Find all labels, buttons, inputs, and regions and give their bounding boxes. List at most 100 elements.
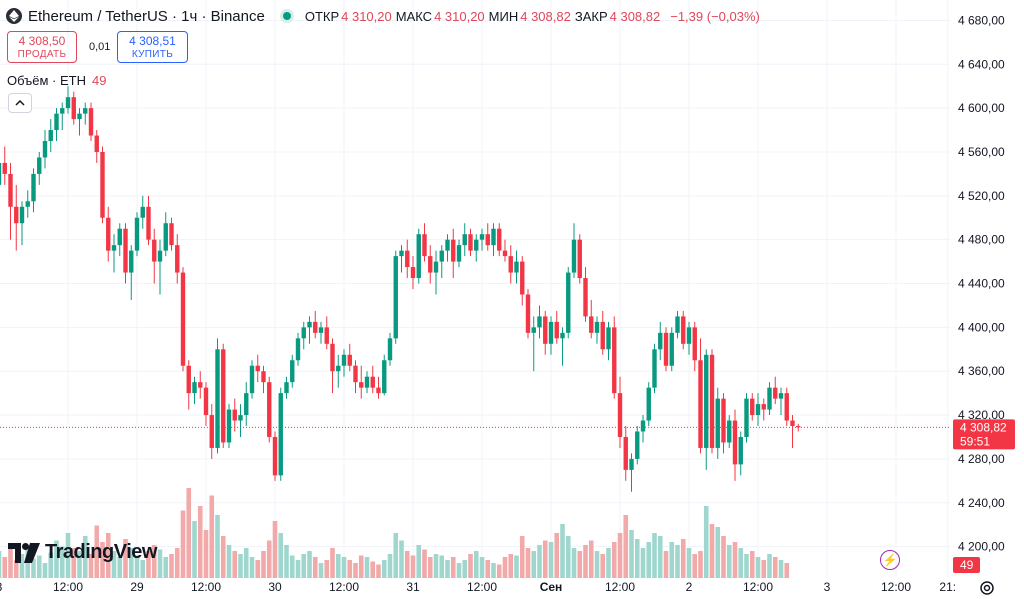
- lightning-icon[interactable]: ⚡: [880, 550, 900, 570]
- candle: [491, 223, 496, 257]
- candle-body: [111, 245, 117, 251]
- volume-bar: [261, 551, 266, 578]
- candle-body: [686, 327, 692, 344]
- volume-legend-value: 49: [91, 73, 107, 88]
- candle-body: [554, 321, 559, 339]
- volume-bar: [548, 542, 554, 578]
- x-tick-label: 2: [686, 580, 693, 594]
- candle-body: [773, 387, 778, 399]
- candle-body: [393, 256, 398, 339]
- candle-body: [146, 206, 151, 240]
- candle-body: [261, 371, 266, 383]
- candle: [226, 404, 232, 448]
- volume-bar: [174, 548, 180, 578]
- volume-bar: [692, 554, 698, 578]
- y-tick-label: 4 400,00: [958, 320, 1005, 334]
- candle: [761, 398, 766, 421]
- volume-legend[interactable]: Объём · ETH 49: [7, 73, 106, 88]
- volume-bar: [439, 555, 445, 578]
- volume-bar: [738, 548, 744, 578]
- candle-body: [422, 234, 427, 257]
- volume-bar: [163, 557, 169, 578]
- candle: [416, 228, 421, 284]
- volume-bar: [31, 558, 36, 578]
- candle-body: [692, 327, 697, 361]
- volume-bar: [100, 542, 105, 578]
- volume-bar: [715, 527, 721, 578]
- candle-body: [238, 415, 243, 421]
- candle-body: [520, 261, 525, 295]
- candle: [324, 316, 329, 350]
- x-tick-label: 12:00: [191, 580, 221, 594]
- candle-body: [456, 245, 462, 262]
- volume-bar: [381, 560, 387, 578]
- volume-bar: [249, 557, 255, 578]
- tradingview-logo[interactable]: TradingView: [8, 541, 157, 564]
- candle-body: [669, 332, 674, 366]
- candle-body: [94, 135, 99, 152]
- volume-bar: [744, 554, 749, 578]
- volume-bar: [289, 555, 295, 578]
- candle: [778, 387, 784, 416]
- volume-bar: [606, 548, 611, 578]
- collapse-legend-button[interactable]: [8, 93, 32, 113]
- volume-bar: [404, 551, 410, 578]
- candle-body: [721, 398, 726, 443]
- candle-body: [405, 250, 410, 268]
- volume-bar: [634, 539, 640, 578]
- candle-body: [129, 250, 134, 273]
- candle-body: [704, 354, 709, 448]
- candle-body: [313, 321, 318, 333]
- volume-bar: [525, 548, 531, 578]
- candle: [681, 310, 686, 350]
- candle-body: [232, 409, 237, 421]
- gear-icon[interactable]: [978, 579, 996, 597]
- buy-button[interactable]: 4 308,51 КУПИТЬ: [117, 31, 188, 63]
- candle: [65, 86, 71, 114]
- ethereum-icon: [6, 8, 22, 24]
- candle: [364, 371, 370, 394]
- volume-bar: [203, 530, 209, 578]
- candle-body: [226, 409, 232, 443]
- volume-bar: [123, 539, 128, 578]
- volume-bar: [433, 554, 439, 578]
- candle: [255, 354, 260, 383]
- candle: [48, 119, 53, 152]
- volume-bar: [652, 533, 657, 578]
- candle: [83, 102, 88, 125]
- sell-button[interactable]: 4 308,50 ПРОДАТЬ: [7, 31, 77, 63]
- candle: [462, 223, 467, 257]
- volume-bar: [583, 545, 588, 578]
- volume-bar: [19, 554, 25, 578]
- volume-bar: [629, 530, 634, 578]
- volume-bar: [703, 506, 709, 578]
- candle-body: [738, 436, 743, 465]
- candle: [663, 327, 669, 372]
- candle-body: [48, 130, 53, 142]
- symbol-title[interactable]: Ethereum / TetherUS · 1ч · Binance: [28, 7, 265, 25]
- candle: [157, 239, 163, 295]
- candle-body: [755, 404, 761, 416]
- candle-body: [537, 316, 542, 328]
- candle: [134, 212, 140, 257]
- candle-body: [502, 250, 508, 257]
- volume-bar: [772, 557, 778, 578]
- sell-label: ПРОДАТЬ: [17, 49, 67, 60]
- y-tick-label: 4 240,00: [958, 496, 1005, 510]
- candle-body: [433, 261, 439, 273]
- volume-bar: [726, 545, 732, 578]
- candle: [106, 206, 111, 262]
- volume-bar: [335, 554, 341, 578]
- volume-bars: [0, 488, 790, 578]
- volume-bar: [220, 536, 226, 578]
- candle: [543, 310, 548, 355]
- candle-body: [439, 250, 444, 262]
- candle: [117, 223, 122, 257]
- candle-body: [255, 365, 260, 372]
- candle: [129, 245, 134, 300]
- volume-bar: [330, 548, 335, 578]
- volume-bar: [140, 560, 146, 578]
- x-tick-label: 8: [0, 580, 3, 594]
